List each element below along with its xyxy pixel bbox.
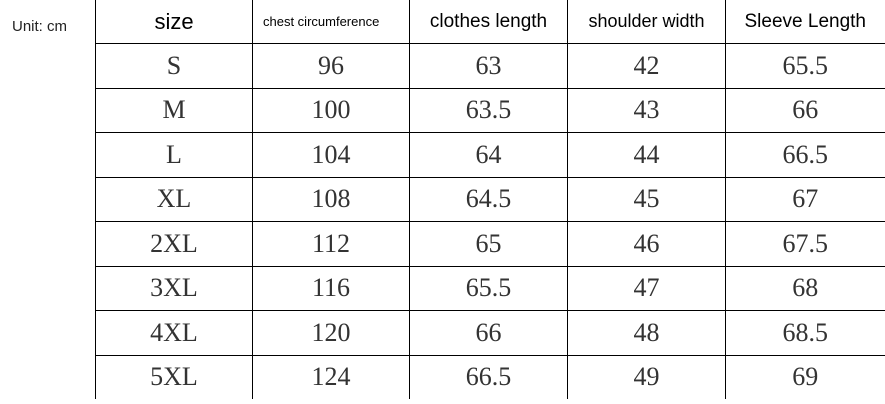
cell-size: 2XL: [95, 221, 253, 267]
cell-clothes-length: 66.5: [409, 354, 568, 399]
cell-size: XL: [95, 176, 253, 222]
table-row: 5XL 124 66.5 49 69: [95, 354, 885, 399]
cell-clothes-length: 65: [409, 221, 568, 267]
table-row: L 104 64 44 66.5: [95, 132, 885, 178]
cell-clothes-length: 64.5: [409, 176, 568, 222]
unit-label: Unit: cm: [12, 18, 68, 35]
cell-shoulder-width: 42: [567, 43, 726, 89]
header-size: size: [95, 0, 253, 44]
cell-clothes-length: 64: [409, 132, 568, 178]
cell-sleeve-length: 68.5: [725, 310, 885, 356]
cell-size: 3XL: [95, 265, 253, 311]
cell-sleeve-length: 66.5: [725, 132, 885, 178]
cell-size: 5XL: [95, 354, 253, 399]
cell-chest: 100: [252, 87, 410, 133]
header-shoulder-width: shoulder width: [567, 0, 726, 44]
cell-chest: 108: [252, 176, 410, 222]
cell-sleeve-length: 66: [725, 87, 885, 133]
table-row: XL 108 64.5 45 67: [95, 176, 885, 222]
header-row: size chest circumference clothes length …: [95, 0, 885, 44]
cell-sleeve-length: 67.5: [725, 221, 885, 267]
cell-shoulder-width: 48: [567, 310, 726, 356]
cell-clothes-length: 63.5: [409, 87, 568, 133]
cell-chest: 104: [252, 132, 410, 178]
cell-chest: 112: [252, 221, 410, 267]
cell-size: 4XL: [95, 310, 253, 356]
cell-sleeve-length: 68: [725, 265, 885, 311]
header-chest: chest circumference: [252, 0, 410, 44]
table-row: M 100 63.5 43 66: [95, 87, 885, 133]
cell-shoulder-width: 47: [567, 265, 726, 311]
cell-chest: 124: [252, 354, 410, 399]
table-row: 4XL 120 66 48 68.5: [95, 310, 885, 356]
cell-shoulder-width: 44: [567, 132, 726, 178]
cell-chest: 120: [252, 310, 410, 356]
cell-clothes-length: 65.5: [409, 265, 568, 311]
cell-sleeve-length: 67: [725, 176, 885, 222]
header-clothes-length: clothes length: [409, 0, 568, 44]
size-chart-table: size chest circumference clothes length …: [95, 0, 885, 399]
table-row: 3XL 116 65.5 47 68: [95, 265, 885, 311]
cell-shoulder-width: 45: [567, 176, 726, 222]
table-row: 2XL 112 65 46 67.5: [95, 221, 885, 267]
cell-shoulder-width: 49: [567, 354, 726, 399]
cell-chest: 96: [252, 43, 410, 89]
cell-size: S: [95, 43, 253, 89]
cell-shoulder-width: 43: [567, 87, 726, 133]
cell-size: M: [95, 87, 253, 133]
cell-sleeve-length: 69: [725, 354, 885, 399]
table-row: S 96 63 42 65.5: [95, 43, 885, 89]
cell-chest: 116: [252, 265, 410, 311]
cell-sleeve-length: 65.5: [725, 43, 885, 89]
cell-size: L: [95, 132, 253, 178]
cell-clothes-length: 66: [409, 310, 568, 356]
cell-shoulder-width: 46: [567, 221, 726, 267]
cell-clothes-length: 63: [409, 43, 568, 89]
header-sleeve-length: Sleeve Length: [725, 0, 885, 44]
